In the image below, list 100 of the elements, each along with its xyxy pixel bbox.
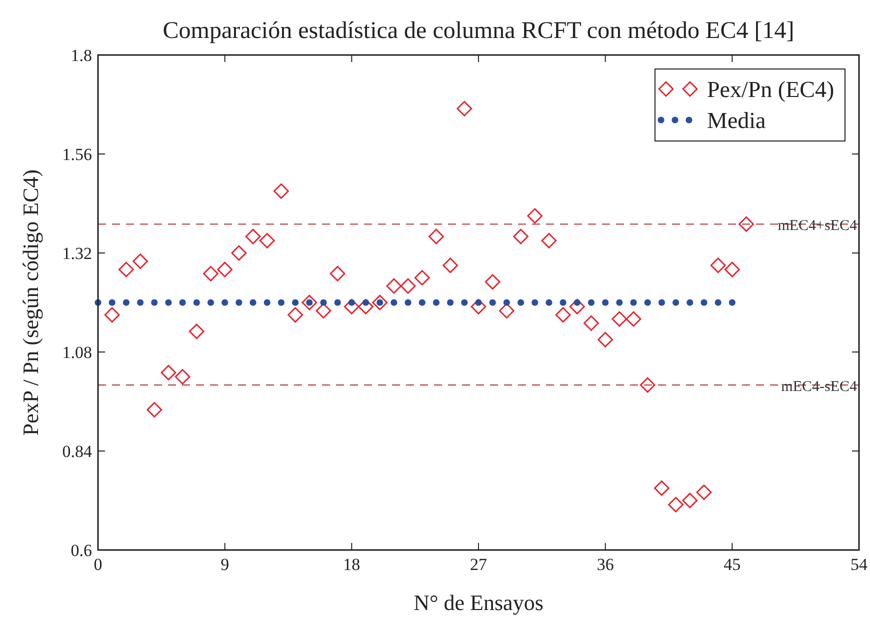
point <box>292 299 299 306</box>
point <box>302 294 318 310</box>
point <box>532 299 538 306</box>
legend-label: Pex/Pn (EC4) <box>707 77 834 102</box>
point <box>588 299 595 306</box>
point <box>274 183 289 199</box>
point <box>151 299 158 306</box>
point <box>362 299 370 306</box>
point <box>146 402 162 418</box>
point <box>602 299 609 306</box>
point <box>513 228 528 244</box>
point <box>658 299 666 306</box>
point <box>320 299 327 306</box>
point <box>160 364 176 380</box>
point <box>527 208 543 224</box>
point <box>489 299 496 306</box>
point <box>136 299 144 306</box>
point <box>447 299 454 306</box>
point <box>584 315 599 331</box>
point <box>710 258 726 274</box>
x-tick-label: 36 <box>596 555 614 574</box>
x-tick-label: 45 <box>724 555 741 574</box>
point <box>250 299 256 306</box>
point <box>626 311 642 327</box>
point <box>217 262 233 278</box>
point <box>724 262 740 278</box>
point <box>728 299 736 306</box>
point <box>193 299 200 306</box>
point <box>278 299 285 306</box>
point <box>414 270 430 286</box>
point <box>104 307 120 323</box>
point <box>316 303 332 318</box>
point <box>517 299 524 306</box>
point <box>348 299 355 306</box>
point <box>132 254 148 269</box>
point <box>344 298 360 314</box>
point <box>484 274 500 290</box>
legend-label: Media <box>707 108 766 133</box>
point <box>122 299 130 306</box>
point <box>574 299 580 306</box>
point <box>503 299 510 306</box>
point <box>245 228 261 244</box>
y-tick-label: 0.6 <box>70 541 92 560</box>
point <box>696 484 712 500</box>
point <box>560 299 566 306</box>
point <box>498 303 514 318</box>
point <box>569 298 585 314</box>
y-tick-label: 1.32 <box>62 244 92 263</box>
point <box>546 299 552 306</box>
x-tick-label: 9 <box>220 555 230 574</box>
ref-line-label: mEC4-sEC4 <box>781 379 858 395</box>
point <box>231 245 247 261</box>
point <box>700 299 708 306</box>
x-axis-title: N° de Ensayos <box>414 590 544 615</box>
point <box>682 492 698 508</box>
x-tick-label: 18 <box>343 555 360 574</box>
point <box>222 299 228 306</box>
point <box>598 332 614 348</box>
point <box>386 278 402 294</box>
point <box>188 324 204 340</box>
y-tick-label: 1.8 <box>70 46 92 65</box>
point <box>475 299 482 306</box>
chart-title: Comparación estadística de columna RCFT con método EC4 [14] <box>162 18 794 44</box>
point <box>714 299 722 306</box>
point <box>612 311 628 327</box>
point <box>165 299 172 306</box>
y-tick-label: 1.08 <box>62 343 92 362</box>
point <box>400 278 416 294</box>
point <box>555 307 571 323</box>
point <box>640 377 656 393</box>
point <box>456 100 472 116</box>
point <box>686 299 694 306</box>
point <box>668 496 684 512</box>
x-tick-label: 0 <box>94 555 102 574</box>
point <box>108 299 116 306</box>
point <box>236 299 242 306</box>
point <box>259 232 275 248</box>
point <box>432 299 440 306</box>
point <box>390 299 398 306</box>
point <box>372 294 388 310</box>
point <box>672 299 680 306</box>
y-axis-title: PexP / Pn (según código EC4) <box>18 169 43 436</box>
point <box>174 369 190 384</box>
point <box>118 262 134 278</box>
point <box>428 228 444 244</box>
point <box>330 266 346 282</box>
point <box>738 216 754 232</box>
ref-line-label: mEC4+sEC4 <box>778 218 858 234</box>
point <box>264 299 270 306</box>
point <box>207 299 214 306</box>
point <box>358 298 374 314</box>
point <box>179 299 186 306</box>
point <box>288 307 303 323</box>
y-tick-label: 1.56 <box>62 145 92 164</box>
x-tick-label: 54 <box>850 555 868 574</box>
point <box>616 299 623 306</box>
point <box>644 299 651 306</box>
point <box>418 299 426 306</box>
point <box>630 299 637 306</box>
point <box>461 299 468 306</box>
